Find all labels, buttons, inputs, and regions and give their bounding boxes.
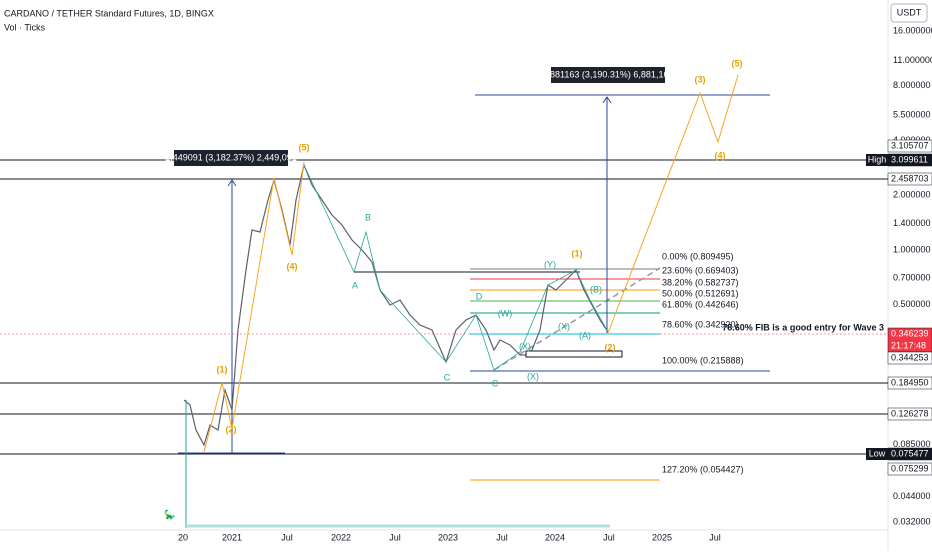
price-tag xyxy=(887,172,932,186)
measure-label: 2.449091 (3,182.37%) 2,449,091 xyxy=(165,152,297,162)
wave-label: (5) xyxy=(732,58,743,68)
price-tag-label: 0.346239 xyxy=(891,328,929,338)
currency[interactable]: USDT xyxy=(897,7,922,17)
wave-label: (2) xyxy=(605,342,616,352)
wave-projection xyxy=(607,74,739,334)
time-axis-label: 2021 xyxy=(222,532,242,542)
fib-label: 50.00% (0.512691) xyxy=(662,288,739,298)
fib-trend xyxy=(493,267,661,371)
range-box xyxy=(525,350,623,358)
wave-label: (B) xyxy=(590,284,602,294)
fib-label: 100.00% (0.215888) xyxy=(662,355,744,365)
time-axis-label: 2023 xyxy=(438,532,458,542)
wave-projection xyxy=(203,161,305,453)
fib-label: 78.60% (0.342920) xyxy=(662,319,739,329)
note: 78.60% FIB is a good entry for Wave 3 xyxy=(722,322,884,332)
fib-label: 23.60% (0.669403) xyxy=(662,265,739,275)
wave-label: (X) xyxy=(519,341,531,351)
price-trace xyxy=(183,162,609,447)
fib-label: 38.20% (0.582737) xyxy=(662,277,739,287)
price-axis-label: 11.000000 xyxy=(893,55,932,65)
price-tag-label: 3.099611 xyxy=(891,154,928,164)
price-axis-label: 0.085000 xyxy=(893,439,931,449)
time-axis-label: 2022 xyxy=(331,532,351,542)
price-tag-label: 0.075477 xyxy=(891,448,929,458)
time-axis-label: Jul xyxy=(603,532,615,542)
wave-label: A xyxy=(352,280,358,290)
wave-label: (X) xyxy=(558,321,570,331)
countdown: 21:17:48 xyxy=(891,340,926,350)
measure-box xyxy=(174,150,288,166)
price-tag xyxy=(887,407,932,421)
arrow-head xyxy=(227,179,237,187)
chart-title: CARDANO / TETHER Standard Futures, 1D, B… xyxy=(4,8,214,18)
fib-label: 61.80% (0.442646) xyxy=(662,299,739,309)
price-tag-label: 0.184950 xyxy=(891,377,929,387)
time-axis-label: 2025 xyxy=(652,532,672,542)
time-axis-label: 2024 xyxy=(545,532,565,542)
price-axis-label: 2.000000 xyxy=(893,190,931,200)
price-tag-name-box xyxy=(866,448,888,460)
price-tag-label: 0.344253 xyxy=(891,352,929,362)
price-axis-label: 5.500000 xyxy=(893,110,931,120)
price-tag xyxy=(887,351,932,365)
axes: 16.00000011.0000008.0000005.5000004.0000… xyxy=(178,25,932,542)
wave-label: (1) xyxy=(217,364,228,374)
wave-label: (X) xyxy=(527,371,539,381)
time-axis-label: Jul xyxy=(281,532,293,542)
price-tag-label: 0.075299 xyxy=(891,463,929,473)
indicator: Vol · Ticks xyxy=(4,22,46,32)
time-axis-label: Jul xyxy=(389,532,401,542)
time-axis-label: Jul xyxy=(709,532,721,542)
price-axis-label: 1.400000 xyxy=(893,218,931,228)
logo: 🦕 xyxy=(164,508,175,519)
wave-label: D xyxy=(476,291,483,301)
wave-label: (Y) xyxy=(544,259,556,269)
price-axis-label: 16.000000 xyxy=(893,25,932,35)
wave-label: (A) xyxy=(579,330,591,340)
wave-label: (1) xyxy=(572,248,583,258)
wave-label: (4) xyxy=(287,261,298,271)
wave-label: (4) xyxy=(715,150,726,160)
wave-label: (3) xyxy=(695,74,706,84)
price-tag-label: 0.126278 xyxy=(891,408,929,418)
fib-label: 0.00% (0.809495) xyxy=(662,251,734,261)
price-tag-name: High xyxy=(868,154,887,164)
price-axis-label: 8.000000 xyxy=(893,80,931,90)
wave-label: C xyxy=(444,372,451,382)
levels xyxy=(0,159,888,455)
price-tag-name: Low xyxy=(869,448,886,458)
time-axis-label: 20 xyxy=(178,532,188,542)
price-tag-label: 3.105707 xyxy=(891,140,929,150)
currency-button[interactable] xyxy=(890,3,928,23)
price-axis-label: 0.500000 xyxy=(893,299,931,309)
time-axis-label: Jul xyxy=(496,532,508,542)
price-axis-label: 1.000000 xyxy=(893,244,931,254)
fib-label: 127.20% (0.054427) xyxy=(662,464,744,474)
measure-label: 6.881163 (3,190.31%) 6,881,163 xyxy=(543,69,674,79)
wave-label: C xyxy=(492,378,499,388)
wave-label: (2) xyxy=(226,424,237,434)
wave-path xyxy=(303,164,609,371)
wave-labels: (5) (4) (1) (2) (3) (4) (5) A B C C D (W… xyxy=(217,58,743,434)
wave-label: (W) xyxy=(498,308,513,318)
measure-box xyxy=(551,67,665,83)
wave-label: B xyxy=(365,212,371,222)
arrow-head xyxy=(602,96,612,104)
price-axis-label: 0.044000 xyxy=(893,491,931,501)
price-axis-label: 0.700000 xyxy=(893,273,931,283)
wave-label: (5) xyxy=(299,142,310,152)
price-tag xyxy=(887,139,932,153)
price-axis-label: 0.032000 xyxy=(893,516,931,526)
price-tag-name-box xyxy=(866,154,888,166)
price-tag xyxy=(887,462,932,476)
price-tag xyxy=(887,376,932,390)
price-tag-label: 2.458703 xyxy=(891,173,929,183)
